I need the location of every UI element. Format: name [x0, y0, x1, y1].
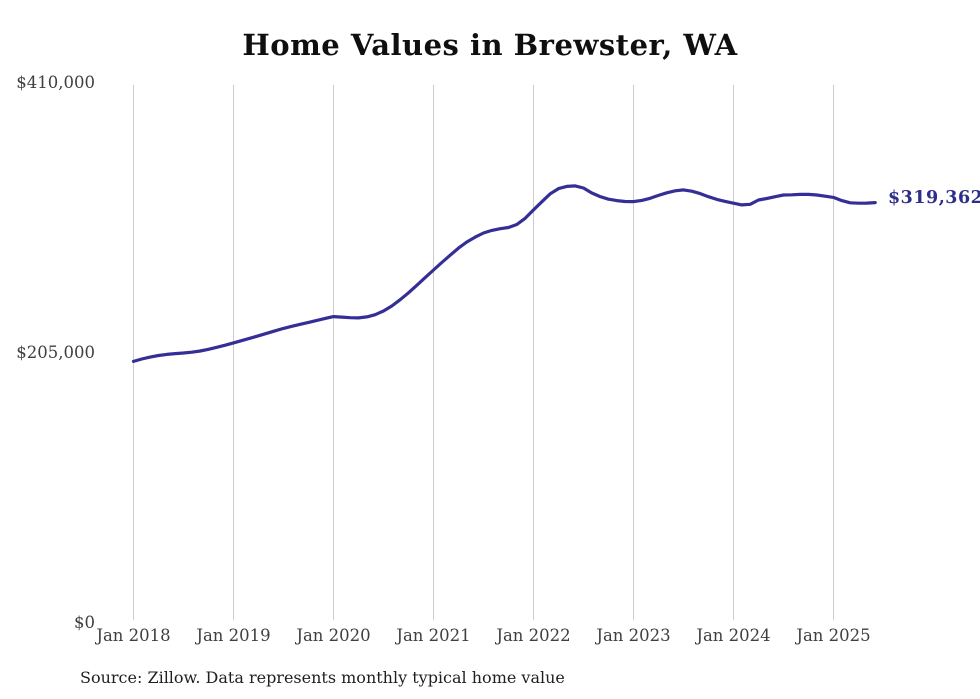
x-tick-label: Jan 2020: [296, 626, 371, 645]
x-tick-label: Jan 2021: [396, 626, 471, 645]
x-tick-label: Jan 2019: [196, 626, 271, 645]
chart-title: Home Values in Brewster, WA: [242, 28, 738, 62]
x-tick-label: Jan 2023: [596, 626, 671, 645]
y-tick-label-205000: $205,000: [16, 343, 95, 362]
source-note: Source: Zillow. Data represents monthly …: [80, 668, 565, 687]
x-tick-label: Jan 2024: [696, 626, 771, 645]
x-tick-label: Jan 2025: [796, 626, 871, 645]
end-value-label: $319,362: [888, 188, 980, 208]
x-tick-label: Jan 2022: [496, 626, 571, 645]
x-tick-label: Jan 2018: [96, 626, 171, 645]
y-tick-label-0: $0: [74, 613, 95, 632]
y-tick-label-410000: $410,000: [16, 73, 95, 92]
gridlines: [133, 85, 834, 620]
home-value-line: [131, 184, 877, 363]
